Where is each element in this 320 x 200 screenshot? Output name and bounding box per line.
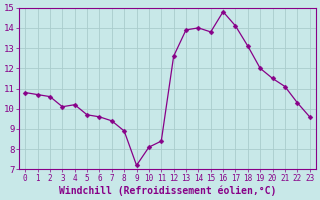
X-axis label: Windchill (Refroidissement éolien,°C): Windchill (Refroidissement éolien,°C) [59,185,276,196]
